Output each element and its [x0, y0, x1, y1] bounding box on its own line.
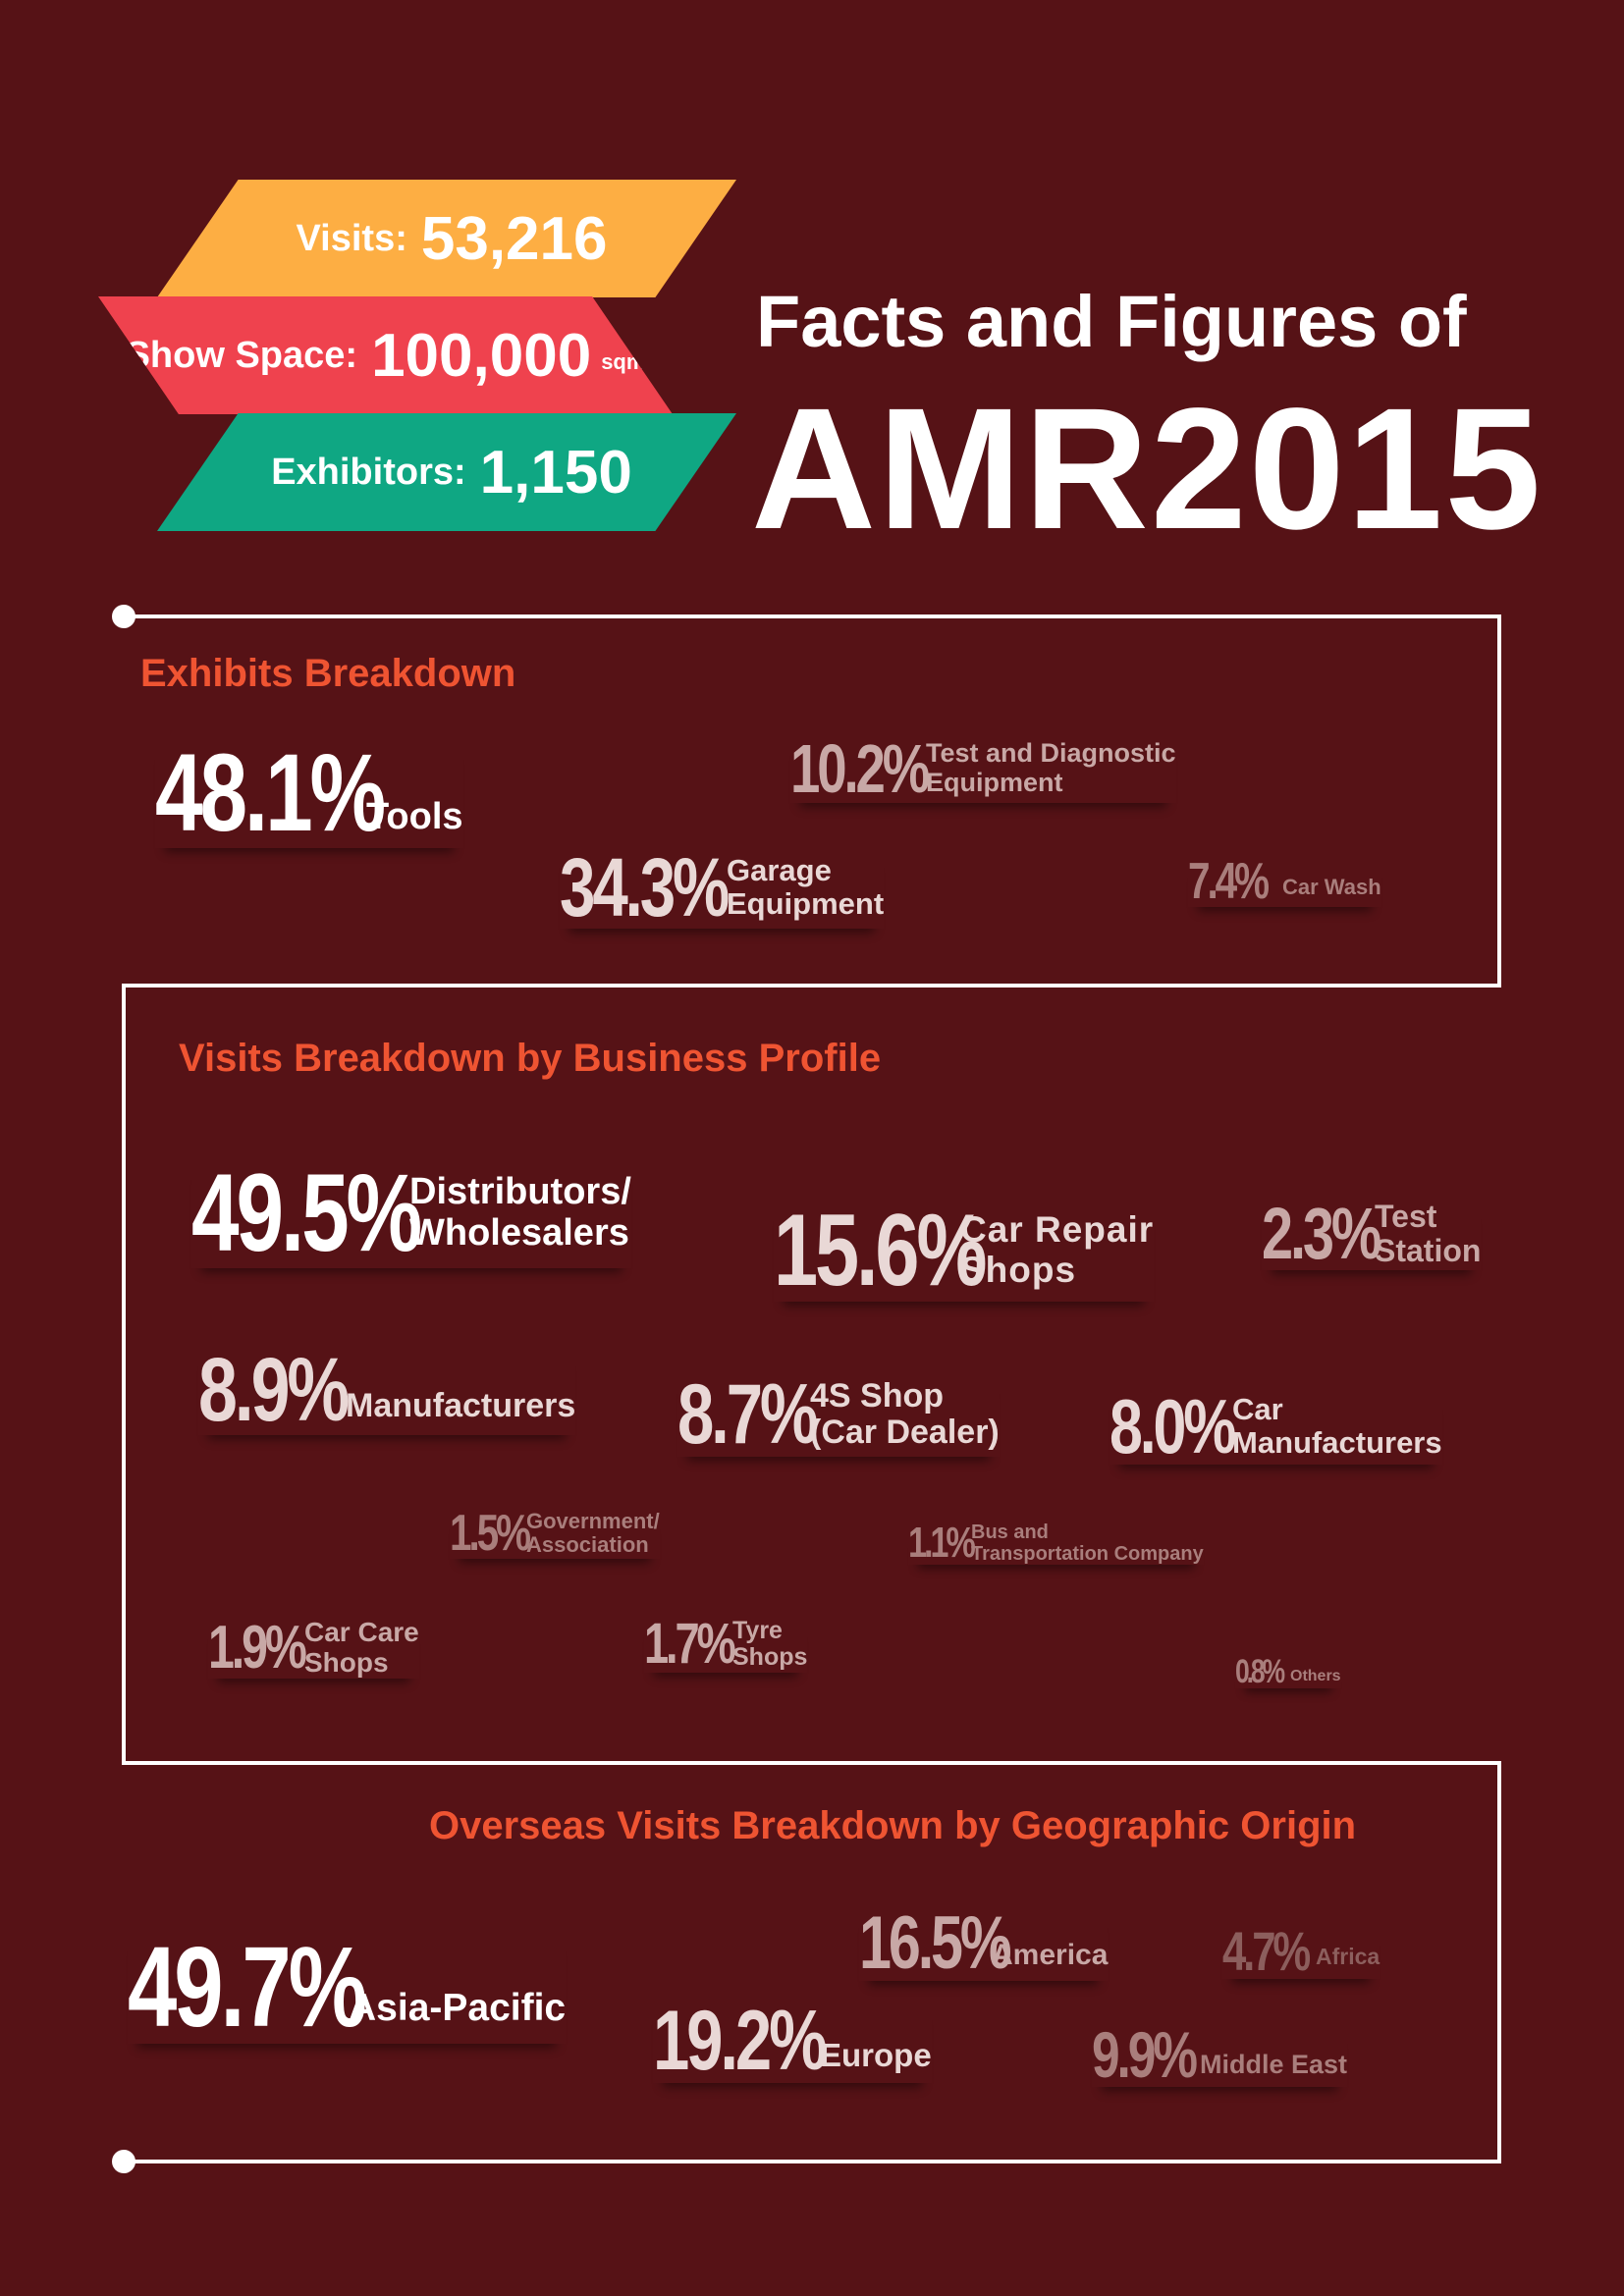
stat-label: Government/ Association — [526, 1508, 660, 1557]
stat-label: Bus and Transportation Company — [971, 1522, 1204, 1565]
stat-percent: 1.7% — [644, 1612, 736, 1676]
business-stat: 8.0% Car Manufacturers — [1110, 1388, 1442, 1465]
business-stat: 2.3% Test Station — [1262, 1198, 1481, 1270]
stat-percent: 10.2% — [790, 730, 930, 807]
overseas-stat: 16.5% America — [859, 1906, 1108, 1981]
stat-label: Asia-Pacific — [349, 1986, 567, 2029]
exhibit-stat: 34.3% Garage Equipment — [560, 846, 884, 929]
stat-percent: 9.9% — [1092, 2018, 1198, 2091]
business-stat: 1.5% Government/ Association — [450, 1508, 660, 1559]
stat-label: Garage Equipment — [727, 852, 885, 921]
frame-line — [122, 984, 1501, 988]
business-stat: 8.7% 4S Shop (Car Dealer) — [677, 1372, 1000, 1457]
stat-percent: 49.5% — [191, 1151, 422, 1274]
stat-label: Middle East — [1200, 2050, 1348, 2080]
show-space-ribbon: Show Space: 100,000 sqm — [98, 296, 673, 414]
stat-label: Car Repair Shops — [960, 1209, 1155, 1290]
overseas-stat: 4.7% Africa — [1222, 1924, 1380, 1979]
business-stat: 1.7% Tyre Shops — [644, 1616, 807, 1673]
business-stat: 49.5% Distributors/ Wholesalers — [191, 1158, 631, 1268]
business-stat: 1.9% Car Care Shops — [208, 1614, 419, 1682]
stat-percent: 7.4% — [1188, 853, 1270, 910]
stat-label: Others — [1290, 1668, 1341, 1685]
exhibitors-value: 1,150 — [479, 438, 632, 507]
business-stat: 15.6% Car Repair Shops — [774, 1200, 1154, 1302]
stat-percent: 15.6% — [774, 1194, 988, 1308]
frame-line — [1497, 614, 1501, 988]
stat-label: Africa — [1316, 1944, 1380, 1970]
stat-percent: 19.2% — [653, 1994, 828, 2088]
overseas-title: Overseas Visits Breakdown by Geographic … — [429, 1804, 1357, 1847]
stat-label: Test Station — [1375, 1198, 1482, 1268]
stat-label: 4S Shop (Car Dealer) — [810, 1376, 1000, 1451]
stat-percent: 48.1% — [155, 731, 386, 854]
exhibits-title: Exhibits Breakdown — [140, 652, 516, 695]
frame-line — [122, 1761, 1501, 1765]
stat-label: Car Wash — [1282, 874, 1381, 899]
visits-label: Visits: — [296, 217, 407, 259]
stat-label: Car Care Shops — [304, 1617, 419, 1678]
show-space-label: Show Space: — [125, 334, 358, 376]
business-stat: 1.1% Bus and Transportation Company — [908, 1519, 1204, 1567]
stat-label: Tyre Shops — [732, 1616, 808, 1671]
stat-label: Manufacturers — [346, 1387, 576, 1425]
overseas-stat: 9.9% Middle East — [1092, 2022, 1347, 2087]
overseas-stat: 19.2% Europe — [653, 1999, 932, 2083]
page-title-line1: Facts and Figures of — [756, 281, 1467, 362]
frame-line — [122, 984, 126, 1765]
stat-percent: 16.5% — [859, 1901, 1012, 1985]
stat-percent: 8.7% — [677, 1367, 819, 1462]
overseas-stat: 49.7% Asia-Pacific — [128, 1930, 566, 2044]
stat-percent: 0.8% — [1235, 1653, 1285, 1690]
stat-percent: 34.3% — [560, 841, 730, 934]
stat-label: Distributors/ Wholesalers — [409, 1171, 631, 1254]
stat-percent: 1.5% — [450, 1505, 531, 1562]
business-title: Visits Breakdown by Business Profile — [179, 1037, 882, 1080]
frame-line — [124, 614, 1501, 618]
stat-label: Europe — [820, 2036, 932, 2073]
business-stat: 0.8% Others — [1235, 1655, 1341, 1688]
frame-line — [124, 2160, 1501, 2163]
stat-label: Car Manufacturers — [1232, 1391, 1442, 1460]
stat-percent: 4.7% — [1222, 1920, 1311, 1982]
stat-percent: 1.9% — [208, 1614, 307, 1682]
page-title-line2: AMR2015 — [751, 373, 1543, 565]
frame-line — [1497, 1761, 1501, 2163]
exhibit-stat: 10.2% Test and Diagnostic Equipment — [790, 734, 1176, 803]
visits-value: 53,216 — [420, 204, 608, 273]
frame-end-dot — [112, 2150, 135, 2173]
show-space-unit: sqm — [601, 349, 646, 374]
stat-percent: 1.1% — [908, 1519, 976, 1567]
stat-label: Test and Diagnostic Equipment — [926, 738, 1176, 797]
show-space-value: 100,000 — [371, 321, 592, 390]
stat-label: Tools — [366, 796, 463, 838]
stat-label: America — [992, 1938, 1109, 1971]
stat-percent: 2.3% — [1262, 1193, 1381, 1274]
exhibitors-ribbon: Exhibitors: 1,150 — [157, 413, 736, 531]
stat-percent: 8.0% — [1110, 1383, 1236, 1469]
stat-percent: 8.9% — [198, 1340, 350, 1440]
exhibit-stat: 48.1% Tools — [155, 738, 463, 848]
stat-percent: 49.7% — [128, 1923, 367, 2051]
exhibit-stat: 7.4% Car Wash — [1188, 856, 1381, 907]
business-stat: 8.9% Manufacturers — [198, 1345, 575, 1435]
exhibitors-label: Exhibitors: — [271, 451, 466, 493]
visits-ribbon: Visits: 53,216 — [157, 180, 736, 297]
